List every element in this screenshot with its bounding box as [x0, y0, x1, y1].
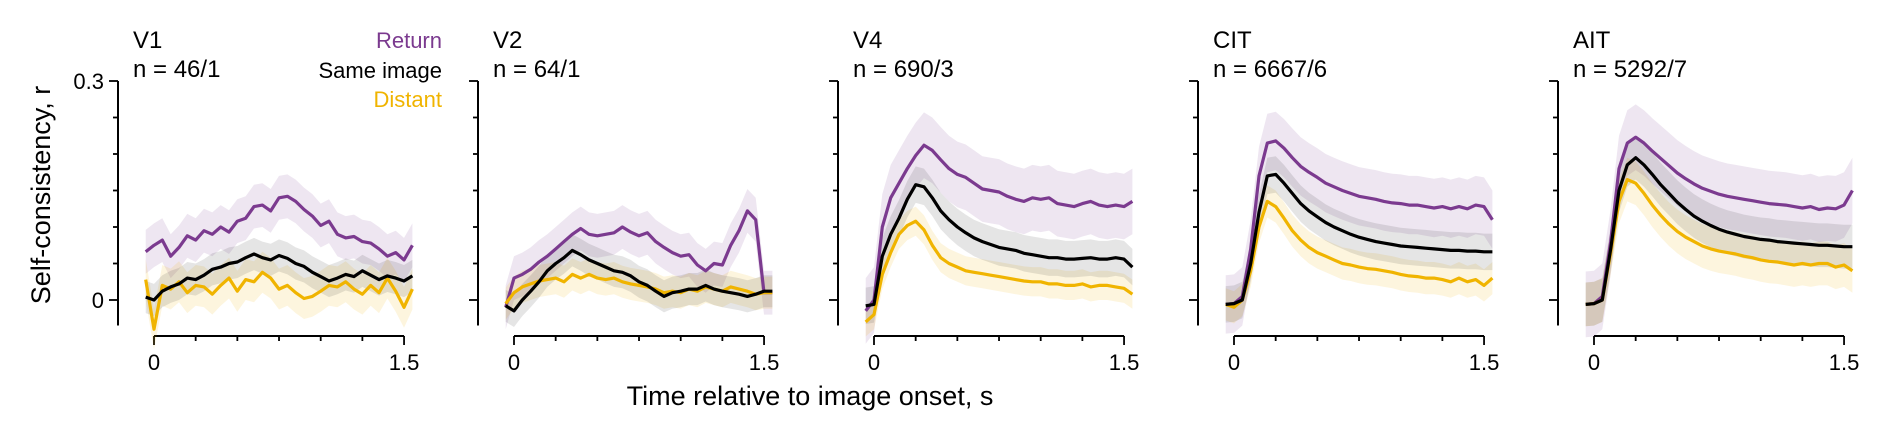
- x-tick-label: 0: [1588, 350, 1600, 375]
- error-band-same-image: [865, 166, 1133, 325]
- x-tick-label: 1.5: [749, 350, 780, 375]
- error-band-distant: [1225, 185, 1493, 324]
- panel-count: n = 6667/6: [1213, 56, 1327, 83]
- series-line-return: [1585, 135, 1854, 306]
- x-axis-label: Time relative to image onset, s: [627, 381, 994, 411]
- error-band-distant: [1585, 157, 1853, 327]
- legend-return: Return: [376, 28, 442, 53]
- x-tick-label: 1.5: [1829, 350, 1860, 375]
- series-line-distant: [1585, 178, 1854, 306]
- error-band-same-image: [1225, 156, 1493, 323]
- x-tick-label: 1.5: [1109, 350, 1140, 375]
- legend-distant: Distant: [374, 87, 442, 112]
- error-band-same-image: [1585, 135, 1853, 327]
- series-line-return: [1225, 139, 1494, 306]
- series-line-return: [144, 194, 414, 262]
- panel-count: n = 690/3: [853, 56, 954, 83]
- error-band-same-image: [145, 237, 413, 317]
- series-line-distant: [1225, 199, 1494, 309]
- series-line-same-image: [865, 183, 1134, 308]
- error-band-return: [1585, 104, 1853, 338]
- x-tick-label: 0: [508, 350, 520, 375]
- x-tick-label: 1.5: [1469, 350, 1500, 375]
- error-band-return: [1225, 111, 1493, 334]
- series-line-return: [504, 209, 773, 308]
- error-band-distant: [865, 206, 1133, 337]
- x-tick-label: 0: [868, 350, 880, 375]
- error-band-return: [505, 189, 773, 330]
- x-tick-label: 0: [148, 350, 160, 375]
- panel-count: n = 5292/7: [1573, 56, 1687, 83]
- series-line-same-image: [145, 252, 414, 302]
- error-band-return: [145, 174, 413, 282]
- panel-title: CIT: [1213, 27, 1252, 54]
- y-tick-label: 0.3: [73, 69, 104, 94]
- series-line-same-image: [1585, 156, 1853, 306]
- panel-title: AIT: [1573, 27, 1611, 54]
- error-band-return: [865, 112, 1133, 344]
- series-line-distant: [864, 219, 1134, 324]
- panel-title: V1: [133, 27, 162, 54]
- series-line-same-image: [1225, 172, 1493, 306]
- panel-title: V4: [853, 27, 882, 54]
- legend: Return Same image Distant: [318, 28, 442, 112]
- legend-same-image: Same image: [318, 58, 442, 83]
- series-line-distant: [504, 272, 773, 305]
- y-axis-label: Self-consistency, r: [26, 86, 56, 305]
- panel-count: n = 64/1: [493, 56, 580, 83]
- panel-count: n = 46/1: [133, 56, 220, 83]
- panel-v4: 0 1.5 V4n = 690/3: [829, 27, 1139, 375]
- series-line-distant: [144, 270, 414, 331]
- panel-v2: 0 1.5 V2n = 64/1: [469, 27, 779, 375]
- x-tick-label: 0: [1228, 350, 1240, 375]
- panel-v1: 0 0.3 0 1.5 V1n = 46/1: [73, 27, 419, 375]
- panel-title: V2: [493, 27, 522, 54]
- series-line-return: [864, 143, 1134, 312]
- series-line-same-image: [504, 248, 773, 313]
- x-tick-label: 1.5: [389, 350, 420, 375]
- y-tick-label: 0: [92, 288, 104, 313]
- error-band-distant: [145, 251, 413, 350]
